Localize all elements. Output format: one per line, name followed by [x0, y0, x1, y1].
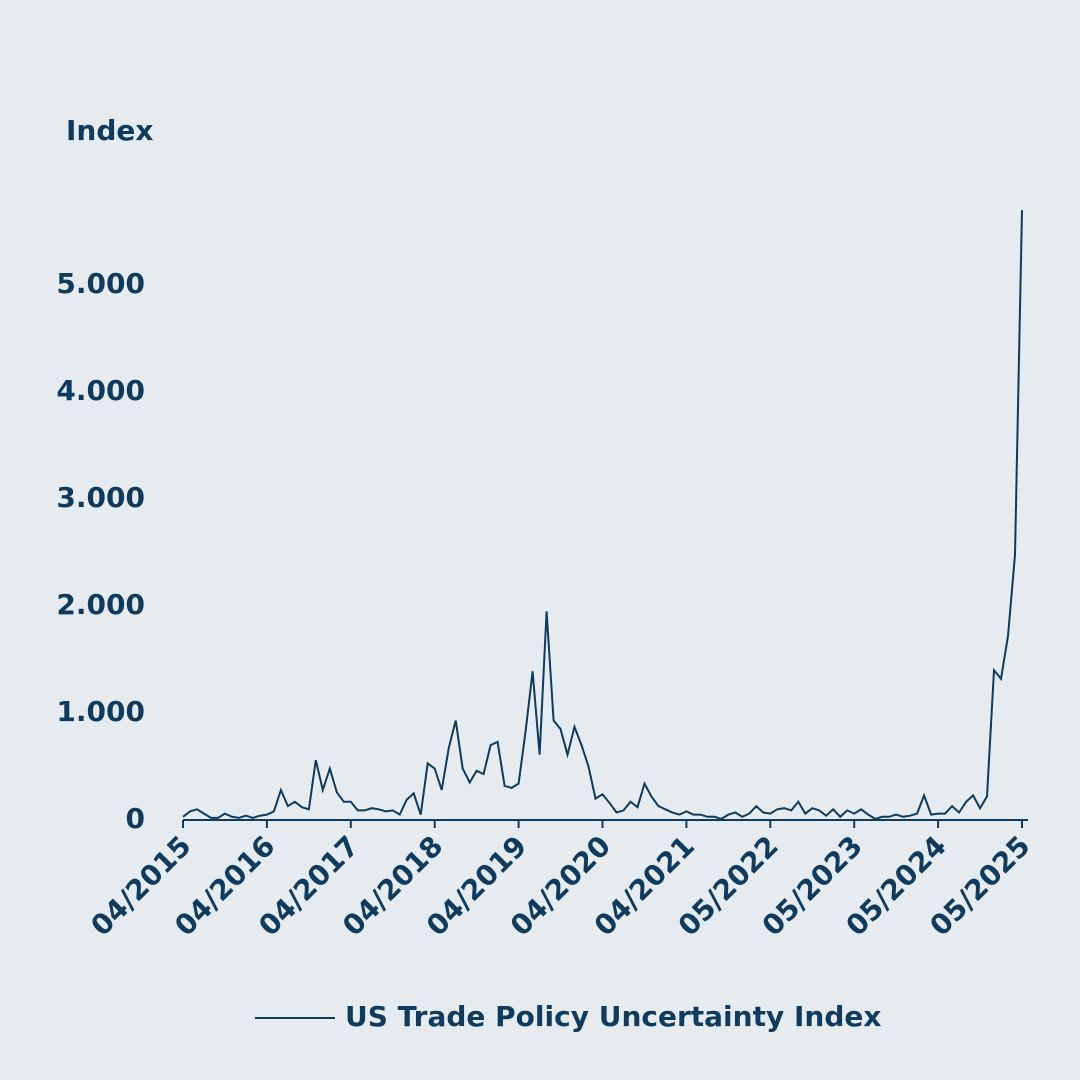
legend-label: US Trade Policy Uncertainty Index — [345, 1000, 881, 1033]
y-tick-label: 3.000 — [56, 481, 145, 514]
y-tick-label: 1.000 — [56, 695, 145, 728]
y-tick-label: 5.000 — [56, 267, 145, 300]
y-tick-label: 4.000 — [56, 374, 145, 407]
y-tick-label: 2.000 — [56, 588, 145, 621]
y-tick-label: 0 — [126, 802, 145, 835]
data-line — [182, 210, 1023, 820]
y-axis-label: Index — [66, 114, 153, 147]
